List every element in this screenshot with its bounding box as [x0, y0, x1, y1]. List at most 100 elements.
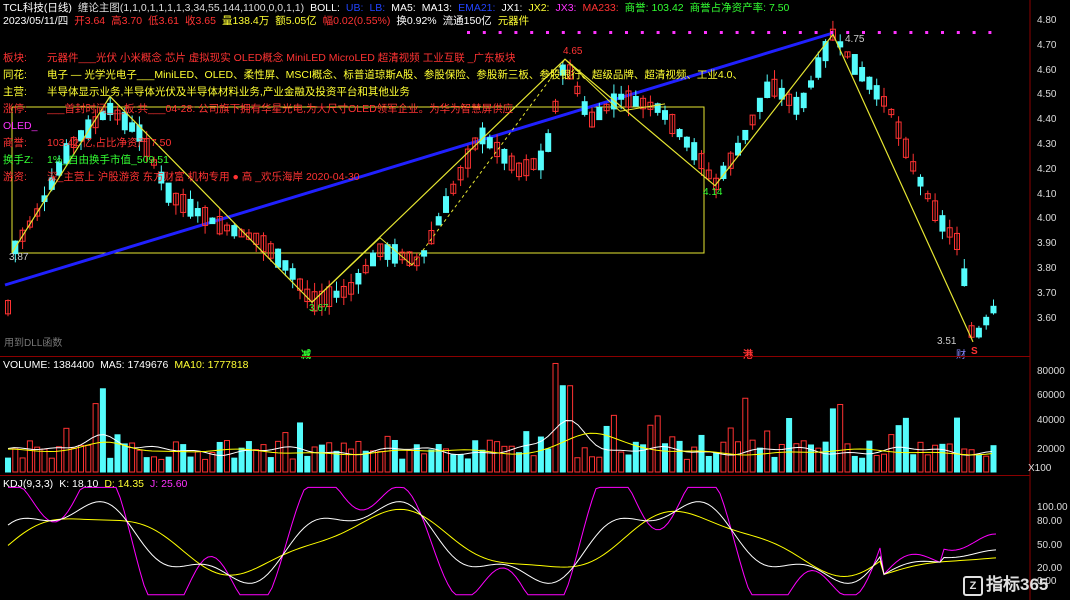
ohlc-sector: 元器件	[497, 15, 530, 27]
candle-body	[377, 243, 384, 258]
volume-bar	[297, 422, 303, 473]
volume-bar	[253, 449, 260, 473]
candle-body	[939, 215, 946, 232]
candle-body	[873, 85, 880, 100]
signal-dot	[467, 31, 470, 34]
stock-title[interactable]: TCL科技(日线)	[3, 2, 72, 14]
kdj-header: KDJ(9,3,3) K: 18.10 D: 14.35 J: 25.60	[3, 478, 187, 491]
volume-bar	[384, 435, 391, 473]
volume-bar	[983, 455, 990, 473]
volume-bar	[742, 397, 749, 473]
volume-bar	[910, 454, 917, 473]
ma5-label: MA5:	[391, 2, 416, 14]
candle-body	[756, 97, 763, 112]
signal-dot	[814, 31, 818, 34]
volume-bar	[895, 425, 902, 473]
candle-body	[954, 232, 960, 251]
volume-bar	[574, 457, 581, 473]
signal-dot	[704, 31, 707, 34]
volume-bar	[209, 452, 216, 473]
volume-bar	[99, 388, 106, 473]
candle-body	[172, 192, 179, 206]
candle-body	[749, 114, 756, 126]
candle-body	[63, 143, 70, 164]
volume-bar	[245, 441, 252, 473]
kdj-label: KDJ(9,3,3)	[3, 478, 54, 490]
event-mark-gang[interactable]: 港	[743, 346, 753, 361]
candle-body	[640, 97, 647, 110]
candle-body	[19, 229, 26, 242]
volume-bar	[92, 403, 99, 473]
info-row-text: 深_主营上 沪股游资 东方财富 机构专用 ● 高 _欢乐海岸 2020-04-3…	[47, 171, 360, 183]
volume-bar	[990, 445, 997, 473]
ohlc-change: 幅0.02(0.55%)	[322, 15, 391, 27]
volume-bar	[756, 447, 763, 473]
indicator-name[interactable]: 缠论主图(1,1,0,1,1,1,1,3,34,55,144,1100,0,0,…	[77, 2, 305, 14]
volume-bar	[282, 432, 289, 473]
signal-dot	[625, 31, 628, 34]
signal-dot	[546, 31, 549, 34]
volume-bar	[669, 436, 676, 473]
ohlc-float: 流通150亿	[442, 15, 492, 27]
volume-bar	[158, 458, 165, 473]
candle-body	[355, 273, 362, 285]
volume-bar	[12, 447, 19, 473]
pivot-label-low2: 3.67	[309, 303, 329, 314]
candle-body	[479, 127, 486, 145]
volume-bar	[114, 434, 121, 473]
candle-body	[691, 142, 698, 161]
header-row: TCL科技(日线) 缠论主图(1,1,0,1,1,1,1,3,34,55,144…	[3, 2, 789, 15]
candle-body	[895, 121, 902, 139]
volume-tick: 40000	[1037, 415, 1065, 426]
volume-bar	[187, 456, 194, 473]
event-mark-cai[interactable]: 财	[956, 346, 966, 361]
volume-bar	[260, 444, 267, 473]
candle-body	[187, 198, 194, 217]
pivot-label-high2: 4.75	[845, 34, 865, 45]
volume-bar	[866, 440, 873, 473]
candle-body	[362, 264, 369, 274]
info-row: 主营: 半导体显示业务,半导体光伏及半导体材料业务,产业金融及投资平台和其他业务	[3, 86, 410, 99]
volume-bar	[705, 455, 712, 473]
candle-body	[596, 106, 603, 121]
candle-body	[764, 81, 771, 98]
volume-bar	[180, 444, 187, 473]
candle-body	[859, 67, 866, 82]
price-tick: 4.40	[1037, 114, 1057, 126]
volume-bar	[143, 457, 150, 473]
volume-bar	[567, 385, 574, 473]
volume-bar	[78, 444, 84, 473]
volume-bar	[202, 458, 209, 473]
dashed-segment	[411, 58, 566, 266]
segment-line	[619, 103, 666, 112]
volume-bar	[698, 434, 705, 473]
volume-bar	[472, 440, 479, 473]
candle-body	[216, 216, 223, 235]
volume-label: VOLUME: 1384400	[3, 359, 95, 371]
candle-body	[851, 54, 858, 75]
volume-bar	[786, 418, 793, 473]
volume-bar	[676, 440, 683, 473]
event-mark-jian[interactable]: 减	[301, 346, 311, 361]
ohlc-turnover: 换0.92%	[396, 15, 437, 27]
candle-body	[618, 93, 625, 100]
event-mark-s[interactable]: S	[971, 346, 978, 357]
volume-bar	[443, 448, 449, 473]
volume-bar	[464, 458, 471, 473]
volume-bar	[172, 441, 179, 473]
price-tick: 3.80	[1037, 263, 1057, 274]
candle-body	[581, 101, 588, 115]
candle-body	[808, 80, 814, 88]
volume-bar	[545, 448, 552, 473]
volume-bar	[362, 450, 369, 473]
volume-bar	[596, 456, 603, 473]
signal-dot	[593, 31, 597, 34]
signal-dot	[767, 31, 771, 34]
candle-body	[289, 268, 296, 280]
volume-bar	[581, 447, 588, 473]
boll-label: BOLL:	[310, 2, 340, 14]
volume-bar	[691, 446, 698, 473]
candle-body	[370, 252, 376, 267]
jx2-label: JX2:	[528, 2, 550, 14]
